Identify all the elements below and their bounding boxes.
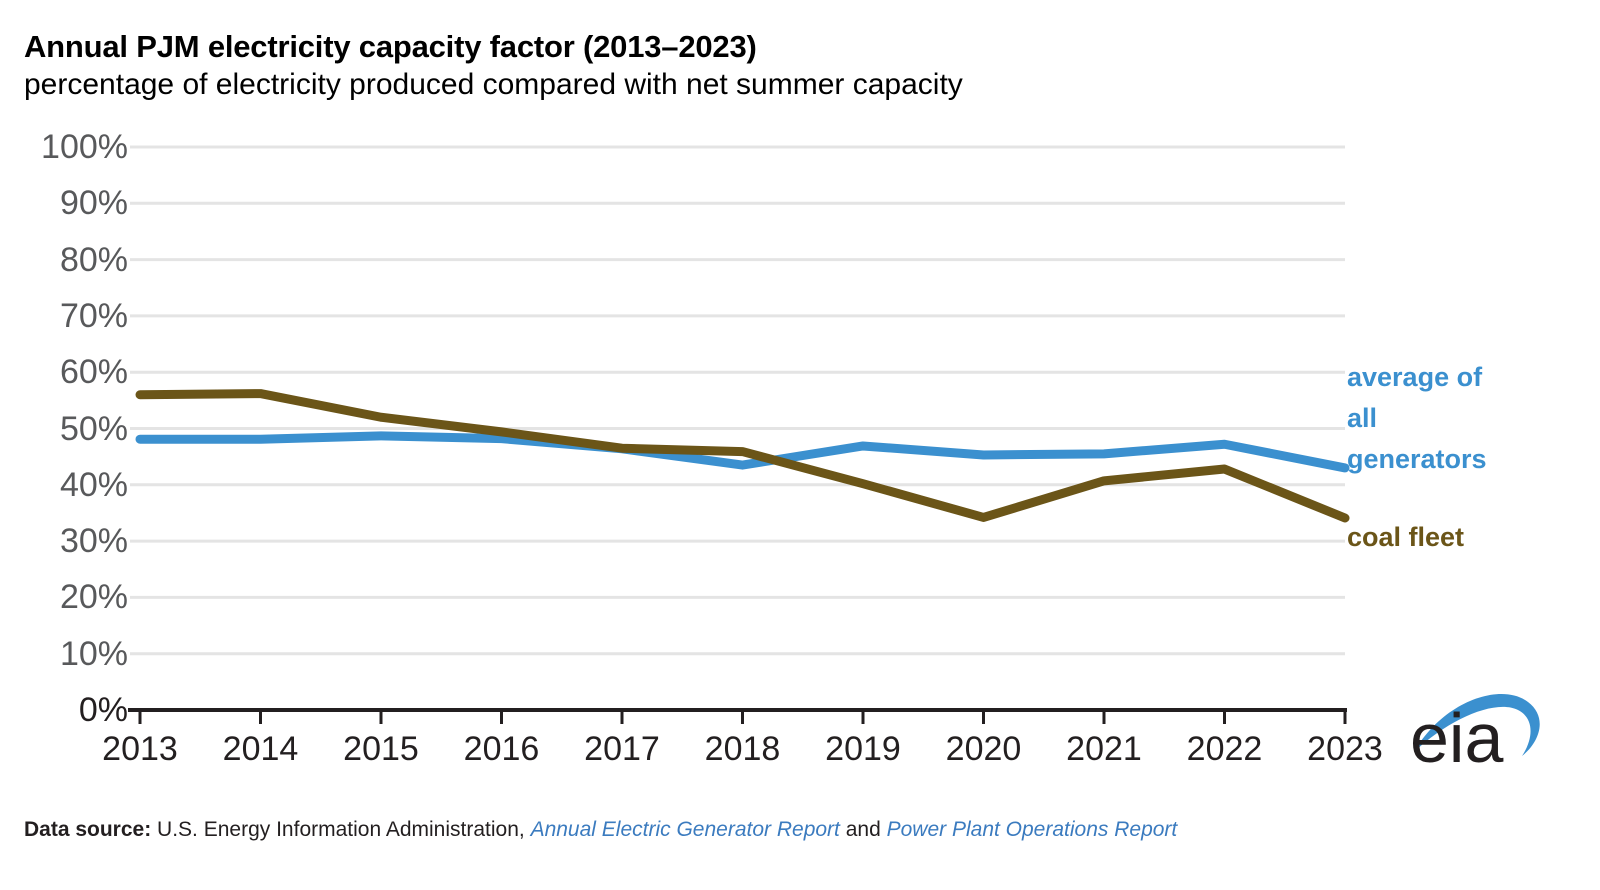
x-axis-tick-label: 2014 [222,730,299,768]
series-line-coal-fleet [135,389,1350,523]
source-conjunction: and [839,818,887,841]
x-axis-tick-label: 2013 [102,730,178,768]
y-axis-tick-labels: 0% 10% 20% 30% 40% 50% 60% 70% 80% 90% 100% [0,0,128,890]
eia-logo-text: eia [1410,699,1503,772]
axis-group [128,708,1347,724]
x-axis-tick-label: 2022 [1186,730,1263,768]
series-label-average-of-all-generators: average of all generators [1347,362,1487,474]
chart-header: Annual PJM electricity capacity factor (… [24,28,1564,104]
y-axis-tick-label: 30% [59,522,128,561]
y-axis-tick-label: 20% [59,578,128,617]
x-axis-tick-label: 2021 [1066,730,1142,768]
series-line-average-of-all-generators [135,431,1350,473]
y-axis-tick-label: 90% [59,184,128,223]
y-axis-tick-label: 0% [78,691,128,729]
eia-swoosh-icon [1414,694,1540,756]
series-group [135,389,1350,523]
x-axis-tick-label: 2016 [463,730,540,768]
chart-subtitle: percentage of electricity produced compa… [24,68,963,101]
y-axis-tick-label: 70% [59,296,128,335]
y-axis-tick-label: 40% [59,465,128,504]
data-source-agency: U.S. Energy Information Administration, [151,818,531,841]
page-title: Annual PJM electricity capacity factor (… [24,29,757,64]
source-link-power-plant-operations-report[interactable]: Power Plant Operations Report [886,818,1178,841]
x-axis-tick-label: 2018 [704,730,781,768]
x-axis-tick-label: 2020 [945,730,1022,768]
data-source-footer: Data source: U.S. Energy Information Adm… [24,816,1574,844]
y-axis-tick-label: 10% [59,634,128,673]
x-axis-tick-label: 2015 [343,730,419,768]
x-axis-tick-label: 2017 [584,730,660,768]
series-label-coal-fleet: coal fleet [1347,522,1465,552]
y-axis-tick-label: 60% [59,353,128,392]
data-source-label: Data source: [24,818,152,841]
eia-logo-svg: eia [1410,694,1540,777]
gridlines-group [130,145,1345,656]
y-axis-tick-label: 50% [59,409,128,448]
y-axis-tick-label: 100% [41,128,128,166]
x-axis-tick-label: 2019 [825,730,901,768]
x-axis-tick-label: 2023 [1307,730,1383,768]
eia-logo: eia [1398,676,1558,777]
source-link-annual-electric-generator-report[interactable]: Annual Electric Generator Report [530,818,840,841]
y-axis-tick-label: 80% [59,240,128,279]
